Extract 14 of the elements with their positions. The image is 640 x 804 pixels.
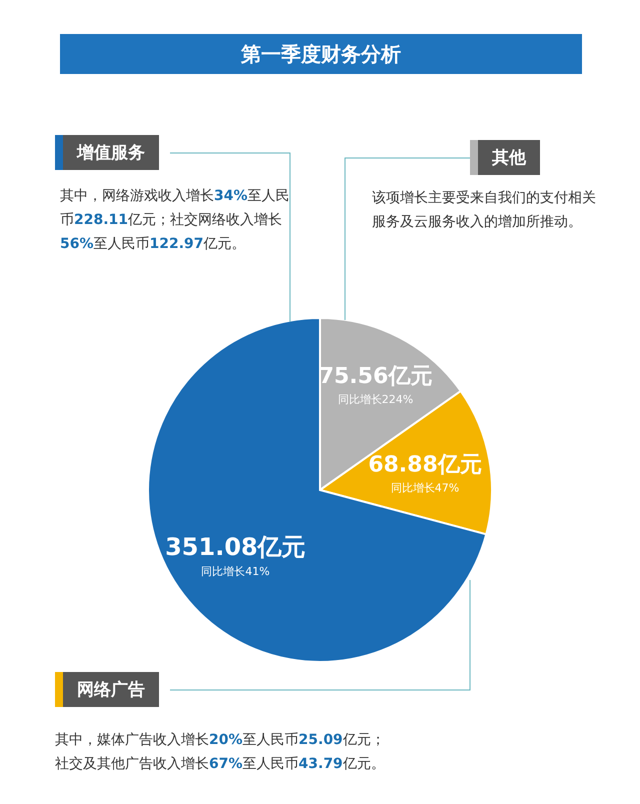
text: 社交及其他广告收入增长67%至人民币43.79亿元。 — [55, 755, 386, 774]
text: 其中，媒体广告收入增长20%至人民币25.09亿元； — [55, 731, 386, 750]
chart-title: 第一季度财务分析 — [60, 34, 582, 74]
text: 其中，网络游戏收入增长34%至人民币228.11亿元；社交网络收入增长56%至人民币122.97亿元。 — [60, 188, 290, 252]
data-label: 351.08亿元 — [165, 532, 306, 561]
legend-label: 其他 — [470, 140, 540, 175]
text: 同比增长47% — [390, 481, 460, 494]
text: 同比增长41% — [201, 564, 270, 578]
text: 该项增长主要受来自我们的支付相关服务及云服务收入的增加所推动。 — [372, 189, 597, 232]
legend-label: 网络广告 — [55, 672, 159, 707]
legend-label: 增值服务 — [55, 135, 159, 170]
data-label: 75.56亿元 — [318, 364, 432, 390]
data-label: 68.88亿元 — [368, 452, 482, 478]
text: 同比增长224% — [338, 393, 414, 406]
